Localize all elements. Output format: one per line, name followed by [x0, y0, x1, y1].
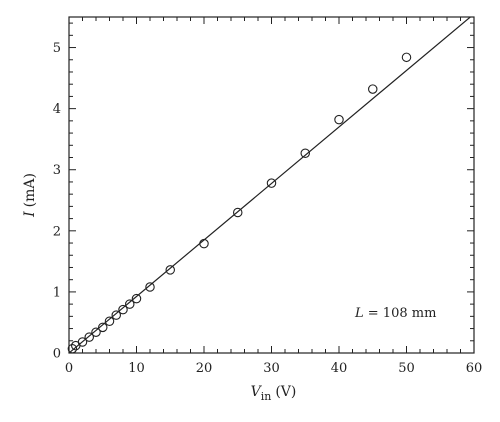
data-point: [367, 84, 378, 94]
data-point: [104, 316, 115, 326]
y-axis-label: I(mA): [22, 173, 38, 218]
y-tick-label: 2: [53, 224, 61, 239]
y-axis-ticks: 0 1 2 3 4 5: [53, 22, 474, 362]
x-tick-label: 10: [128, 361, 145, 376]
x-tick-label: 60: [466, 361, 483, 376]
data-point: [401, 52, 412, 63]
data-point: [84, 332, 95, 342]
fit-line: [69, 17, 472, 353]
plot-marks: [67, 17, 472, 354]
data-point: [125, 299, 135, 309]
data-point: [165, 265, 176, 275]
data-point: [199, 238, 209, 249]
x-tick-label: 20: [196, 361, 213, 376]
y-tick-label: 3: [53, 163, 61, 178]
data-point: [131, 293, 142, 304]
data-point: [118, 304, 128, 315]
data-point: [77, 337, 88, 347]
data-point: [300, 148, 310, 158]
data-point: [145, 282, 155, 292]
x-tick-label: 0: [65, 361, 73, 376]
x-axis-ticks: 0 10 20 30 40 50 60: [65, 17, 482, 376]
x-axis-label: Vin (V): [251, 384, 297, 403]
annotation-length: L = 108 mm: [354, 306, 436, 321]
y-tick-label: 4: [53, 102, 61, 117]
x-tick-label: 50: [398, 361, 415, 376]
x-tick-label: 40: [331, 361, 348, 376]
data-point: [98, 322, 108, 333]
data-point: [111, 310, 122, 320]
y-tick-label: 5: [53, 41, 61, 56]
data-point: [91, 327, 101, 337]
data-point: [233, 207, 243, 218]
y-tick-label: 1: [53, 285, 61, 300]
data-point: [266, 178, 277, 188]
x-tick-label: 30: [263, 361, 280, 376]
y-tick-label: 0: [53, 347, 61, 362]
data-point: [334, 114, 344, 125]
